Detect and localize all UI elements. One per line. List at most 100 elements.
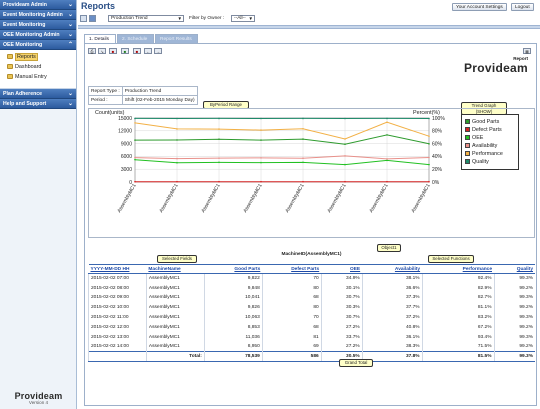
data-point [302,161,304,164]
data-point [302,127,304,130]
tab-schedule[interactable]: 2. Schedule [117,34,154,43]
x-tick-label: AssemblyMC1 [326,183,347,214]
column-header[interactable]: Availability [362,264,423,274]
table-cell: 99.3% [493,273,535,284]
excel-icon[interactable]: ■ [121,48,129,54]
legend-swatch [465,118,470,124]
back-icon[interactable]: ← [144,48,152,54]
data-point [386,158,388,160]
grid-icon[interactable]: ▦ [523,48,531,54]
table-body: 2015-02-02 07:00 AssemblyMC1 9,822 70 34.9% 3… [88,273,535,363]
table-cell: 2015-02-02 09:00 [88,293,147,303]
data-point [386,159,388,162]
nav-section-plan-adherence[interactable]: Plan Adherence ⌄ [0,89,76,99]
trend-chart: Count(units) Percent(%) 15000 12000 9000 6000… [88,108,535,238]
legend-label: Good Parts [472,119,500,125]
nav-section-oee-monitoring[interactable]: OEE Monitoring ⌃ [0,40,76,50]
table-row: 2015-02-02 11:00 AssemblyMC1 10,063 70 30.7%… [88,312,535,323]
chevron-down-icon: ⌄ [67,91,73,97]
table-cell: 33.7% [320,332,363,343]
column-header[interactable]: Performance [422,264,494,274]
table-cell: 37.7% [361,302,423,313]
tab-details[interactable]: 1. Details [84,34,116,43]
legend-item: Defect Parts [465,126,515,134]
table-cell: 99.2% [493,302,535,313]
print-icon[interactable] [80,15,87,22]
table-cell: 81 [261,332,322,343]
right-tick-label: 100% [432,116,445,122]
nav-section-oee-monitoring-admin[interactable]: OEE Monitoring Admin ⌄ [0,30,76,40]
table-cell: 586 [261,351,322,363]
tree-item-manual-entry[interactable]: Manual Entry [0,72,76,82]
table-cell: 99.2% [493,342,535,352]
export-icon[interactable]: ↘ [98,48,106,54]
column-header[interactable]: Quality [494,264,535,274]
data-point [386,134,388,136]
chevron-down-icon: ▼ [177,16,182,21]
table-row: 2015-02-02 10:00 AssemblyMC1 9,826 80 30.3% 3… [88,302,535,313]
column-header[interactable]: MachineName [146,264,205,274]
trend-chart-svg: Count(units) Percent(%) 15000 12000 9000 6000… [95,110,445,214]
data-point [134,180,136,183]
table-cell: 78,539 [203,351,263,363]
table-cell: 40.8% [361,322,423,333]
series-line [134,159,430,166]
annotation-selected-functions: Selected Functions [428,255,474,263]
legend-swatch [465,142,470,148]
column-header[interactable]: OEE [321,264,363,274]
owner-filter-select-value: --All-- [234,16,246,21]
tab-report-results[interactable]: Report Results [155,34,198,43]
data-point [176,180,178,183]
table-cell: 68 [261,293,322,303]
owner-filter-select[interactable]: --All-- ▼ [231,15,255,22]
tree-item-reports[interactable]: Reports [0,52,76,62]
tree-item-dashboard[interactable]: Dashboard [0,62,76,72]
legend-swatch [465,150,470,156]
report-type-select[interactable]: Production Trend ▼ [108,15,184,22]
data-point [302,117,304,120]
folder-icon [7,54,13,59]
brand-logo-text: Provideam [14,391,63,401]
table-cell: 8,950 [203,342,263,352]
legend-swatch [465,134,470,140]
table-cell: 82.7% [421,293,494,303]
table-cell: Total: [145,351,205,363]
help-icon[interactable] [89,15,96,22]
data-point [302,157,304,159]
logout-button[interactable]: Logout [511,3,534,11]
tree-item-label: Manual Entry [15,74,47,80]
word-icon[interactable]: ■ [133,48,141,54]
nav-section-label: Provideam Admin [3,2,47,8]
right-tick-label: 40% [432,154,443,160]
table-cell: AssemblyMC1 [145,342,205,352]
page-title: Reports [81,1,116,11]
account-settings-button[interactable]: Your Account Settings [452,3,507,11]
data-point [344,155,346,157]
table-cell: 37.3% [361,293,423,303]
forward-icon[interactable]: → [154,48,162,54]
nav-section-event-monitoring-admin[interactable]: Event Monitoring Admin ⌄ [0,10,76,20]
table-cell: AssemblyMC1 [145,283,205,294]
table-cell: 80 [261,283,322,294]
data-point [176,117,178,120]
data-point [344,138,346,140]
table-cell: 70 [261,312,322,323]
x-tick-label: AssemblyMC1 [410,183,431,214]
nav-section-provideam-admin[interactable]: Provideam Admin ⌄ [0,0,76,10]
table-cell: 2015-02-02 07:00 [88,273,147,284]
nav-section-event-monitoring[interactable]: Event Monitoring ⌄ [0,20,76,30]
column-header[interactable]: Defect Parts [262,264,322,274]
table-cell: 81.1% [421,302,494,313]
print-icon[interactable]: ⎙ [88,48,96,54]
pdf-icon[interactable]: ■ [109,48,117,54]
table-cell: 38.3% [361,342,423,352]
table-cell: 2015-02-02 08:00 [88,283,147,294]
splitter-bar[interactable] [78,25,540,29]
info-row: Report Type : Production Trend [88,86,198,96]
column-header[interactable]: Good Parts [204,264,263,274]
table-cell: 2015-02-02 11:00 [88,312,147,323]
data-point [176,128,178,130]
nav-section-help-and-support[interactable]: Help and Support ⌄ [0,99,76,109]
data-point [260,180,262,183]
column-header[interactable]: YYYY-MM-DD HH [88,264,147,274]
